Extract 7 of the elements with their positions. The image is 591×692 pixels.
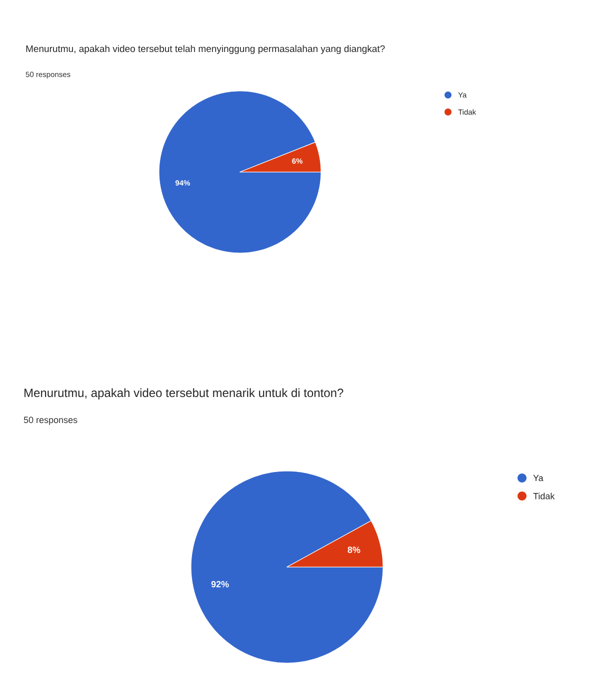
legend-label: Ya	[533, 474, 544, 482]
text: 50 responses	[24, 416, 78, 425]
chart-title: Menurutmu, apakah video tersebut telah menyinggung permasalahan yang diangkat?	[26, 45, 385, 54]
data-label: 92%	[211, 581, 229, 588]
legend-label: Tidak	[533, 492, 555, 500]
chart-title: Menurutmu, apakah video tersebut menarik untuk di tonton?	[24, 388, 344, 400]
data-label: 8%	[348, 546, 360, 554]
